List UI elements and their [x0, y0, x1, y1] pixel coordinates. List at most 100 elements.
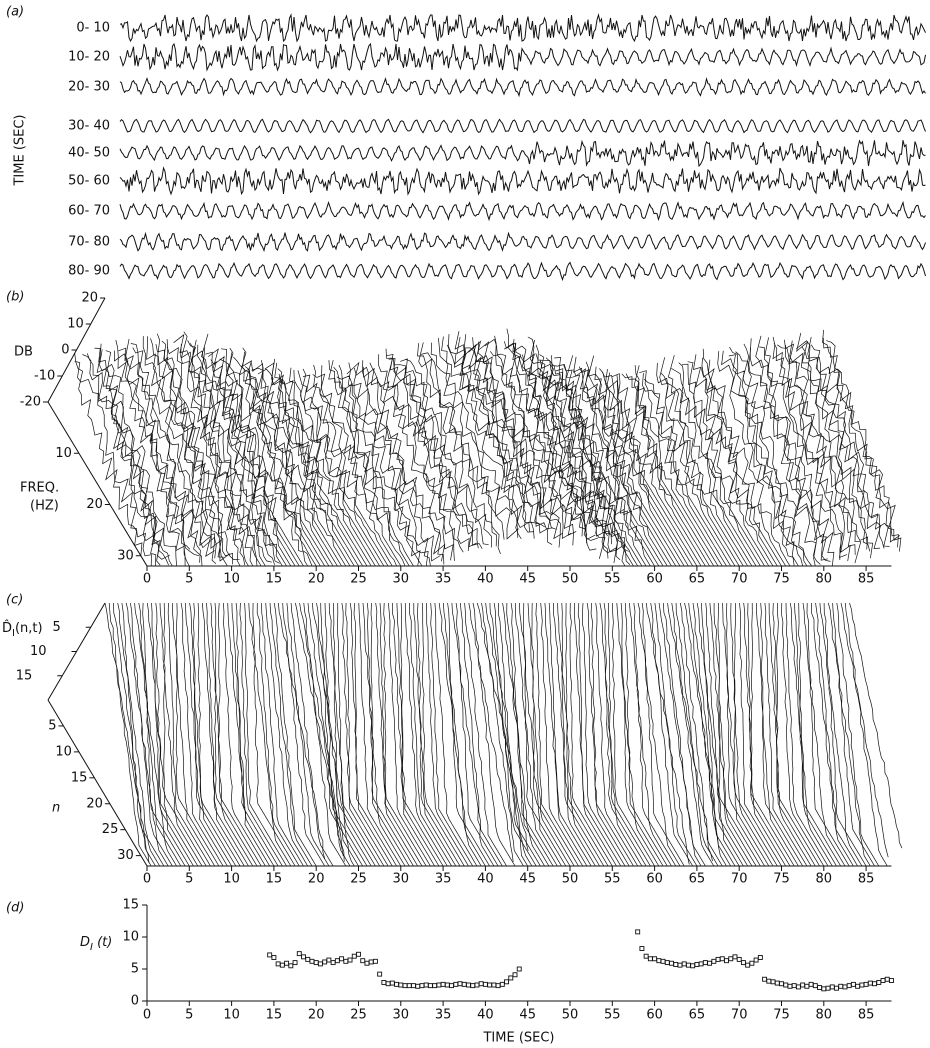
waterfall-slice — [503, 603, 545, 866]
y-tick-label: 20 — [86, 497, 103, 512]
point — [678, 963, 682, 967]
label-rest: (n,t) — [15, 621, 43, 636]
point — [661, 959, 665, 963]
trace — [120, 263, 926, 280]
point — [881, 979, 885, 983]
x-tick-label: 80 — [816, 872, 833, 887]
point — [445, 983, 449, 987]
x-tick-label: 40 — [477, 1008, 494, 1023]
point — [699, 962, 703, 966]
point — [860, 983, 864, 987]
x-tick-label: 35 — [435, 572, 452, 587]
x-tick-label: 75 — [773, 572, 790, 587]
point — [365, 961, 369, 965]
trace — [120, 79, 926, 96]
z-axis-label: DB — [14, 345, 33, 360]
x-tick-label: 25 — [350, 872, 367, 887]
point — [314, 961, 318, 965]
y-tick-label: 25 — [102, 822, 119, 837]
point — [505, 980, 509, 984]
x-tick-label: 20 — [308, 872, 325, 887]
point — [648, 957, 652, 961]
point — [488, 983, 492, 987]
point — [813, 984, 817, 988]
point — [318, 962, 322, 966]
point — [471, 984, 475, 988]
row-label: 10- 20 — [68, 50, 110, 65]
label-rest: (t) — [93, 935, 112, 950]
point — [395, 982, 399, 986]
point — [636, 930, 640, 934]
point — [399, 983, 403, 987]
point — [889, 979, 893, 983]
point — [428, 984, 432, 988]
z-tick-label: -10 — [34, 369, 55, 384]
z-tick-label: 15 — [16, 668, 33, 683]
z-tick-label: 5 — [52, 620, 60, 635]
x-tick-label: 5 — [185, 1008, 193, 1023]
point — [644, 954, 648, 958]
point — [357, 952, 361, 956]
point — [809, 982, 813, 986]
trace — [120, 119, 926, 132]
surface-slice — [114, 351, 185, 567]
x-tick-label: 70 — [731, 1008, 748, 1023]
point — [725, 959, 729, 963]
x-tick-label: 0 — [143, 872, 151, 887]
x-tick-label: 5 — [185, 872, 193, 887]
figure: (a) TIME (SEC) (b) DB FREQ. (HZ) (c) D̂I… — [0, 0, 930, 1048]
point — [496, 984, 500, 988]
point — [462, 982, 466, 986]
x-tick-label: 60 — [646, 572, 663, 587]
x-tick-label: 65 — [689, 572, 706, 587]
point — [466, 983, 470, 987]
point — [420, 984, 424, 988]
point — [703, 961, 707, 965]
point — [868, 981, 872, 985]
x-tick-label: 15 — [266, 1008, 283, 1023]
surface-slice — [602, 371, 684, 566]
point — [272, 955, 276, 959]
x-tick-label: 45 — [519, 1008, 536, 1023]
point — [352, 954, 356, 958]
x-tick-label: 40 — [477, 872, 494, 887]
x-tick-label: 50 — [562, 572, 579, 587]
point — [344, 959, 348, 963]
surface-slice — [181, 332, 244, 565]
row-label: 70- 80 — [68, 235, 110, 250]
x-tick-label: 45 — [519, 572, 536, 587]
surface-slice — [354, 367, 440, 561]
panel-label: (d) — [6, 901, 24, 916]
waterfall-slice — [422, 603, 464, 866]
point — [716, 957, 720, 961]
point — [310, 959, 314, 963]
surface-slice — [703, 349, 773, 566]
waterfall-slice — [850, 603, 903, 848]
point — [382, 980, 386, 984]
point — [513, 973, 517, 977]
trace — [120, 140, 926, 166]
point — [788, 984, 792, 988]
point — [411, 984, 415, 988]
point — [691, 964, 695, 968]
row-label: 20- 30 — [68, 80, 110, 95]
point — [500, 982, 504, 986]
point — [712, 959, 716, 963]
surface-slice — [455, 331, 534, 539]
y-tick-label: 5 — [131, 962, 139, 977]
x-tick-label: 70 — [731, 572, 748, 587]
point — [780, 982, 784, 986]
x-tick-label: 30 — [393, 1008, 410, 1023]
point — [834, 986, 838, 990]
trace — [120, 203, 926, 220]
x-tick-label: 75 — [773, 1008, 790, 1023]
trace — [120, 44, 926, 70]
point — [454, 982, 458, 986]
z-tick-label: 20 — [81, 291, 98, 306]
surface-slice — [261, 360, 337, 566]
x-tick-label: 25 — [350, 572, 367, 587]
point — [450, 984, 454, 988]
point — [670, 961, 674, 965]
point — [335, 959, 339, 963]
y-axis-label: n — [52, 801, 60, 816]
